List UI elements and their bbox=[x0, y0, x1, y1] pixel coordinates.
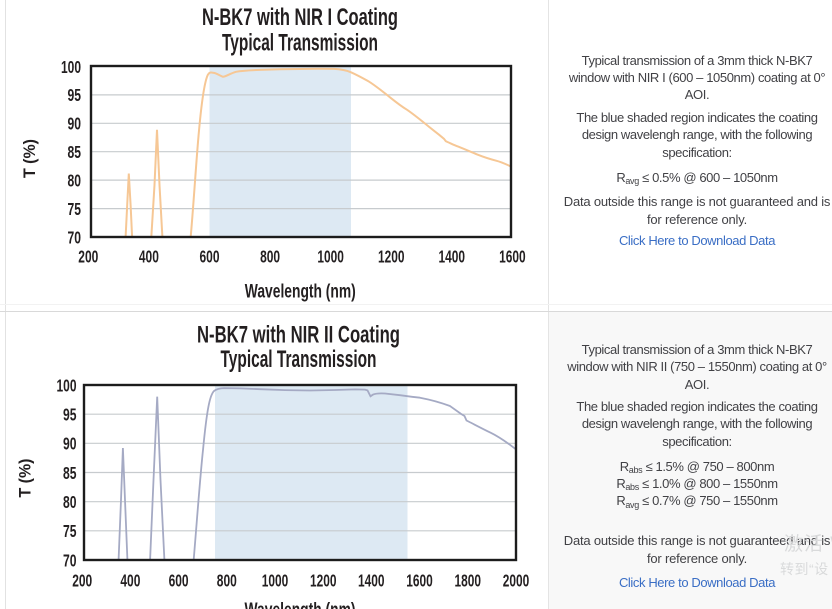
svg-text:100: 100 bbox=[61, 57, 81, 77]
svg-text:200: 200 bbox=[72, 571, 92, 591]
svg-text:75: 75 bbox=[68, 199, 82, 219]
svg-text:80: 80 bbox=[63, 492, 77, 512]
svg-text:1600: 1600 bbox=[406, 571, 433, 591]
svg-text:200: 200 bbox=[78, 247, 98, 267]
svg-text:T (%): T (%) bbox=[20, 139, 39, 178]
svg-text:1000: 1000 bbox=[317, 247, 344, 267]
svg-text:1200: 1200 bbox=[310, 571, 337, 591]
svg-text:800: 800 bbox=[260, 247, 280, 267]
svg-text:1400: 1400 bbox=[358, 571, 385, 591]
svg-text:800: 800 bbox=[217, 571, 237, 591]
svg-text:1000: 1000 bbox=[262, 571, 289, 591]
svg-text:1600: 1600 bbox=[499, 247, 526, 267]
svg-text:95: 95 bbox=[68, 85, 82, 105]
svg-text:90: 90 bbox=[68, 114, 82, 134]
svg-text:400: 400 bbox=[139, 247, 159, 267]
svg-text:400: 400 bbox=[120, 571, 140, 591]
svg-text:600: 600 bbox=[200, 247, 220, 267]
svg-text:90: 90 bbox=[63, 434, 77, 454]
svg-text:85: 85 bbox=[63, 463, 77, 483]
svg-text:Typical Transmission: Typical Transmission bbox=[221, 346, 377, 373]
svg-text:70: 70 bbox=[68, 227, 82, 247]
svg-text:1200: 1200 bbox=[378, 247, 405, 267]
svg-text:600: 600 bbox=[169, 571, 189, 591]
svg-text:2000: 2000 bbox=[503, 571, 530, 591]
svg-text:80: 80 bbox=[68, 170, 82, 190]
svg-text:1400: 1400 bbox=[439, 247, 466, 267]
svg-text:70: 70 bbox=[63, 550, 77, 570]
svg-text:95: 95 bbox=[63, 405, 77, 425]
svg-text:T (%): T (%) bbox=[16, 459, 35, 498]
svg-text:1800: 1800 bbox=[454, 571, 481, 591]
svg-text:Typical Transmission: Typical Transmission bbox=[222, 30, 378, 57]
svg-text:Wavelength (nm): Wavelength (nm) bbox=[245, 600, 356, 609]
svg-text:N-BK7 with NIR II Coating: N-BK7 with NIR II Coating bbox=[197, 321, 400, 348]
svg-text:75: 75 bbox=[63, 521, 77, 541]
svg-text:85: 85 bbox=[68, 142, 82, 162]
svg-text:Wavelength (nm): Wavelength (nm) bbox=[245, 282, 356, 303]
svg-text:N-BK7 with NIR I Coating: N-BK7 with NIR I Coating bbox=[202, 4, 398, 31]
svg-text:100: 100 bbox=[57, 375, 77, 395]
